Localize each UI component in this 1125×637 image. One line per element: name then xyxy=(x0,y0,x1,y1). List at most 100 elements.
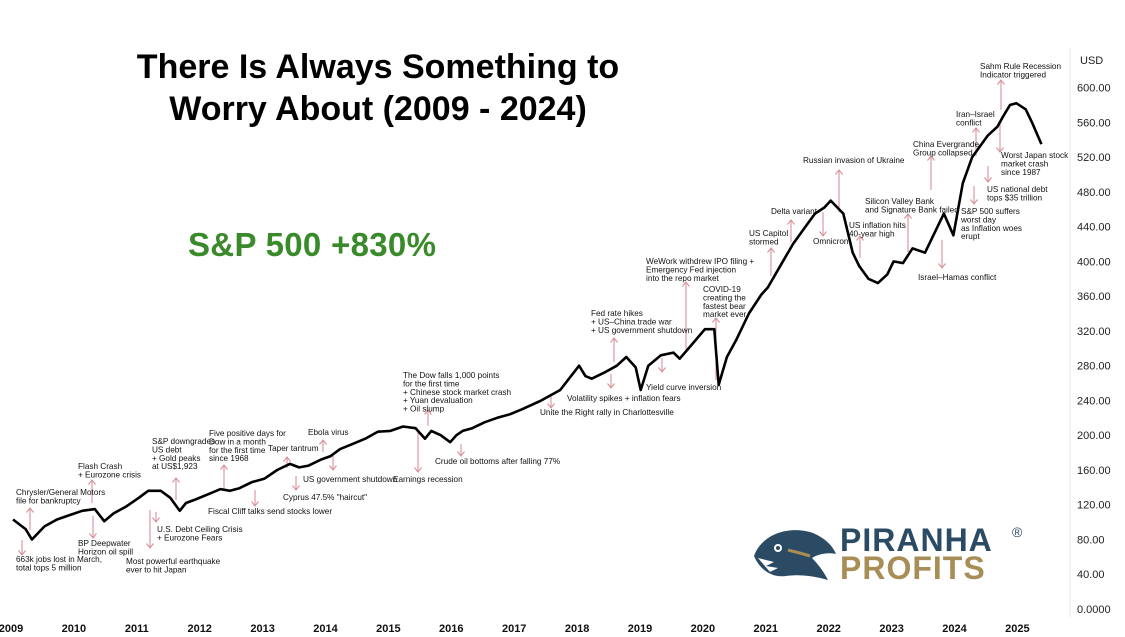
event-annotation-line: market crash xyxy=(1001,159,1049,168)
event-arrow-head xyxy=(547,403,555,409)
event-annotation-line: BP Deepwater xyxy=(78,539,131,548)
event-arrow-head xyxy=(927,155,935,161)
x-tick-label: 2024 xyxy=(942,623,967,635)
x-tick-label: 2021 xyxy=(754,623,778,635)
event-arrow-head xyxy=(172,477,180,483)
event-annotation-line: total tops 5 million xyxy=(16,563,82,572)
y-axis-currency-label: USD xyxy=(1080,55,1103,67)
event-arrow-head xyxy=(938,263,946,269)
event-annotation-line: Flash Crash xyxy=(78,462,123,471)
event-annotation-line: The Dow falls 1,000 points xyxy=(403,371,499,380)
event-arrow-head xyxy=(996,147,1004,153)
event-arrow-head xyxy=(292,485,300,491)
event-annotation-line: Emergency Fed injection xyxy=(646,265,737,274)
event-annotation-line: Horizon oil spill xyxy=(78,547,133,556)
sp500-price-line xyxy=(12,101,1043,541)
event-annotation-line: Unite the Right rally in Charlottesville xyxy=(540,408,674,417)
y-tick-label: 40.00 xyxy=(1077,569,1105,581)
event-arrow-head xyxy=(972,127,980,133)
event-arrow-head xyxy=(904,213,912,219)
event-annotation: US government shutdown xyxy=(303,475,398,484)
event-annotation: S&P 500 suffers worst day as Inflation woe… xyxy=(960,207,1022,241)
event-annotation-line: 663k jobs lost in March, xyxy=(16,555,102,564)
y-tick-label: 0.0000 xyxy=(1077,604,1111,616)
event-annotation-line: conflict xyxy=(956,118,982,127)
event-annotation: The Dow falls 1,000 points for the first … xyxy=(403,371,512,414)
event-arrow-head xyxy=(610,337,618,343)
event-arrow-head xyxy=(457,451,465,457)
event-annotation: 663k jobs lost in March, total tops 5 mil… xyxy=(16,555,102,572)
y-tick-label: 160.00 xyxy=(1077,465,1111,477)
logo-registered-mark: ® xyxy=(1012,524,1023,540)
event-arrow-head xyxy=(18,550,26,556)
logo-text-piranha: PIRANHA xyxy=(840,522,993,558)
event-annotation-line: fastest bear xyxy=(703,302,746,311)
y-tick-label: 600.00 xyxy=(1077,83,1111,95)
event-annotation-line: + US–China trade war xyxy=(591,317,672,326)
event-annotation-line: + Chinese stock market crash xyxy=(403,388,512,397)
x-tick-label: 2022 xyxy=(816,623,840,635)
y-tick-label: 520.00 xyxy=(1077,152,1111,164)
event-annotation: Unite the Right rally in Charlottesville xyxy=(540,408,674,417)
chart-title: There Is Always Something to Worry About… xyxy=(98,46,658,130)
x-tick-label: 2018 xyxy=(565,623,589,635)
event-annotation-line: US inflation hits xyxy=(849,221,906,230)
event-arrow-head xyxy=(682,281,690,287)
event-annotation: Russian invasion of Ukraine xyxy=(803,156,905,165)
event-arrow-head xyxy=(414,467,422,473)
logo-text-profits: PROFITS xyxy=(840,550,986,586)
event-annotation-line: 40-year high xyxy=(849,229,895,238)
event-arrow-head xyxy=(329,465,337,471)
x-axis-ticks: 2009 2010 2011 2012 2013 2014 2015 2016 2017 2018… xyxy=(0,623,1030,635)
event-annotation: S&P downgrades US debt + Gold peaks at US$1… xyxy=(152,437,215,471)
x-tick-label: 2015 xyxy=(376,623,400,635)
event-annotation-line: stormed xyxy=(749,237,779,246)
event-annotation: Ebola virus xyxy=(308,428,349,437)
event-annotation-line: China Evergrande xyxy=(913,140,979,149)
event-arrow-head xyxy=(89,533,97,539)
event-annotation: Chrysler/General Motors file for bankrupt… xyxy=(16,488,105,505)
event-annotation: Fiscal Cliff talks send stocks lower xyxy=(208,507,332,516)
event-annotation: BP Deepwater Horizon oil spill xyxy=(78,539,133,556)
event-arrow-head xyxy=(26,507,34,513)
event-arrow-head xyxy=(424,409,432,415)
event-annotation-line: file for bankruptcy xyxy=(16,496,82,505)
event-annotation: Flash Crash + Eurozone crisis xyxy=(78,462,141,479)
event-arrow-head xyxy=(856,235,864,241)
event-annotation-line: Volatility spikes + inflation fears xyxy=(567,394,681,403)
event-annotation: Sahm Rule Recession Indicator triggered xyxy=(980,62,1061,79)
event-annotation-line: ever to hit Japan xyxy=(126,565,187,574)
event-annotation: Most powerful earthquake ever to hit Japa… xyxy=(126,557,221,574)
event-annotation-line: Iran–Israel xyxy=(956,110,995,119)
event-arrow-head xyxy=(787,219,795,225)
event-arrow-head xyxy=(767,247,775,253)
event-annotation: US Capitol stormed xyxy=(749,229,788,246)
event-annotation-line: US debt xyxy=(152,445,182,454)
event-annotation: U.S. Debt Ceiling Crisis + Eurozone Fears xyxy=(157,525,243,542)
x-tick-label: 2019 xyxy=(628,623,652,635)
event-annotation: Fed rate hikes + US–China trade war + US g… xyxy=(591,309,693,335)
event-annotation-line: Five positive days for xyxy=(209,429,286,438)
event-annotation-line: for the first time xyxy=(209,446,266,455)
event-annotation: Israel–Hamas conflict xyxy=(918,273,997,282)
x-tick-label: 2011 xyxy=(125,623,149,635)
event-annotation-line: Dow in a month xyxy=(209,437,266,446)
x-tick-label: 2009 xyxy=(0,623,23,635)
y-tick-label: 360.00 xyxy=(1077,291,1111,303)
event-annotation-line: Silicon Valley Bank xyxy=(865,197,935,206)
event-annotation: Five positive days for Dow in a month for … xyxy=(209,429,286,463)
event-annotation-line: + Eurozone crisis xyxy=(78,470,141,479)
event-arrow-head xyxy=(658,367,666,373)
event-annotation: Omnicron xyxy=(813,237,849,246)
event-annotation-line: market ever xyxy=(703,310,746,319)
y-tick-label: 120.00 xyxy=(1077,500,1111,512)
event-annotation-line: worst day xyxy=(960,215,997,224)
event-annotation-line: Taper tantrum xyxy=(268,444,319,453)
event-arrow-head xyxy=(607,383,615,389)
event-annotation-line: WeWork withdrew IPO filing + xyxy=(646,257,754,266)
event-annotation-line: Chrysler/General Motors xyxy=(16,488,105,497)
piranha-profits-logo: PIRANHA ® PROFITS xyxy=(748,520,1038,588)
event-annotation: Earnings recession xyxy=(393,475,463,484)
event-annotation: Taper tantrum xyxy=(268,444,319,453)
